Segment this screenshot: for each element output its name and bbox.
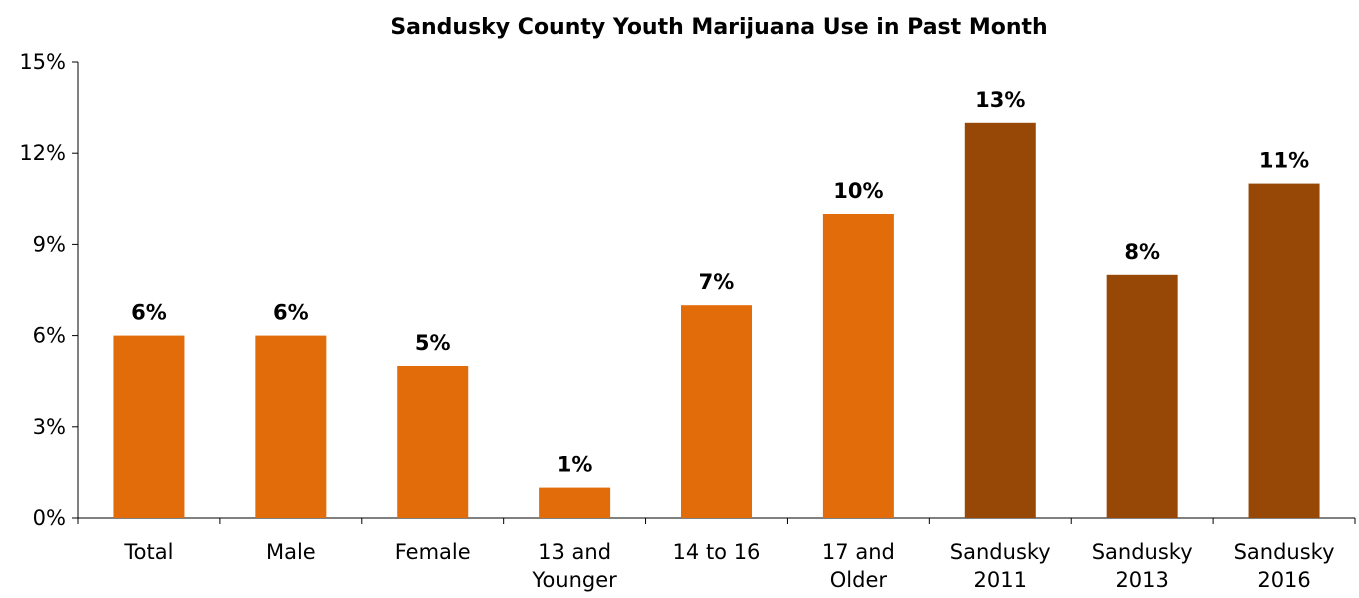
bar [1248,183,1320,518]
x-tick-label-line: Sandusky [1234,540,1335,564]
x-tick-label-line: Sandusky [1092,540,1193,564]
data-label: 6% [131,301,167,325]
x-tick-label-line: Sandusky [950,540,1051,564]
data-label: 7% [699,270,735,294]
x-tick-label-line: 2013 [1115,568,1168,592]
x-axis: Total Male Female 13 and Younger 14 to 16 17 a… [77,517,1356,592]
x-tick-label: Male [266,540,316,564]
x-tick-label: Female [395,540,471,564]
x-tick-label: 14 to 16 [673,540,761,564]
x-tick-label: Sandusky 2011 [950,540,1051,592]
x-tick-label-line: Total [123,540,173,564]
x-tick-label: Sandusky 2016 [1234,540,1335,592]
y-tick-label: 15% [19,50,66,74]
bar [1106,274,1178,518]
x-tick-label-line: Older [830,568,888,592]
x-tick-label: 17 and Older [822,540,895,592]
data-label: 1% [557,453,593,477]
y-axis: 0% 3% 6% 9% 12% 15% [19,50,79,530]
bar [113,335,185,518]
bars [113,122,1320,519]
data-label: 10% [833,179,883,203]
data-label: 8% [1124,240,1160,264]
x-tick-label-line: 2016 [1257,568,1310,592]
x-tick-label-line: 17 and [822,540,895,564]
x-tick-label-line: 2011 [974,568,1027,592]
bar [822,214,894,518]
bar [539,487,611,518]
bar [964,122,1036,519]
x-tick-label: Total [123,540,173,564]
x-tick-label-line: Younger [531,568,617,592]
x-tick-label-line: 14 to 16 [673,540,761,564]
y-tick-label: 12% [19,141,66,165]
data-label: 13% [975,88,1025,112]
data-labels: 6% 6% 5% 1% 7% 10% 13% 8% 11% [131,88,1309,477]
y-tick-label: 0% [33,506,66,530]
x-tick-label-line: 13 and [538,540,611,564]
x-tick-label: 13 and Younger [531,540,617,592]
data-label: 6% [273,301,309,325]
bar [397,366,469,518]
x-tick-label-line: Female [395,540,471,564]
y-tick-label: 9% [33,232,66,256]
data-label: 5% [415,331,451,355]
bar [255,335,327,518]
x-tick-label: Sandusky 2013 [1092,540,1193,592]
data-label: 11% [1259,149,1309,173]
y-tick-label: 6% [33,324,66,348]
bar [681,305,752,518]
y-tick-label: 3% [33,415,66,439]
chart-title: Sandusky County Youth Marijuana Use in P… [390,15,1047,40]
x-tick-label-line: Male [266,540,316,564]
